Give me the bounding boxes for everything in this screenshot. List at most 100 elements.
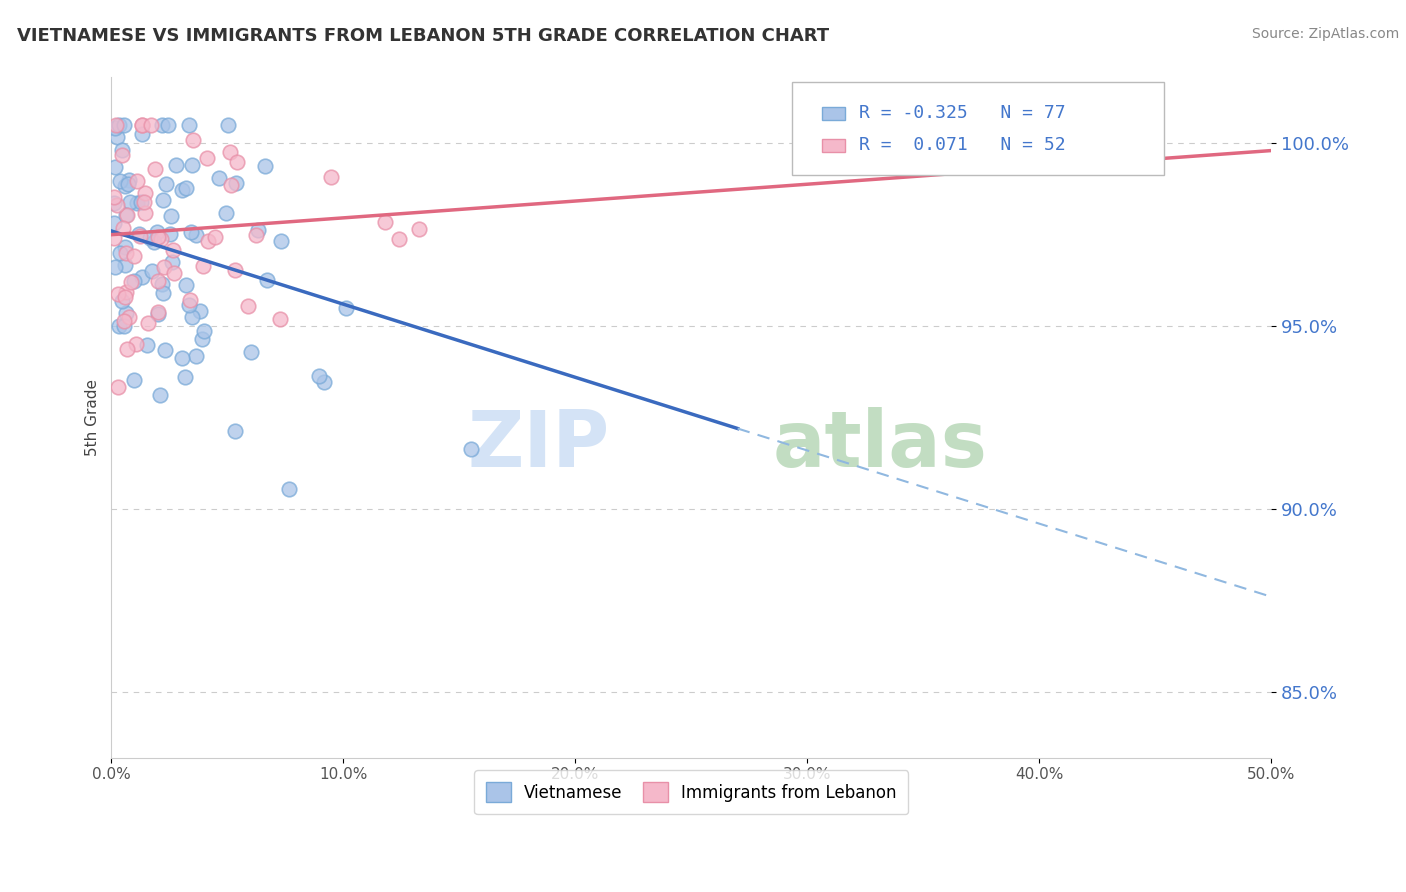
Text: VIETNAMESE VS IMMIGRANTS FROM LEBANON 5TH GRADE CORRELATION CHART: VIETNAMESE VS IMMIGRANTS FROM LEBANON 5T… bbox=[17, 27, 830, 45]
Point bbox=[170, 351, 193, 365]
Point bbox=[125, 337, 148, 351]
Point bbox=[110, 246, 132, 260]
Point bbox=[152, 285, 174, 300]
Point bbox=[254, 160, 277, 174]
Point bbox=[115, 305, 138, 319]
Point bbox=[115, 285, 138, 300]
Point bbox=[217, 118, 239, 132]
Point bbox=[105, 198, 128, 212]
FancyBboxPatch shape bbox=[792, 82, 1164, 175]
Point bbox=[319, 169, 342, 184]
FancyBboxPatch shape bbox=[823, 138, 845, 153]
Point bbox=[104, 120, 127, 135]
FancyBboxPatch shape bbox=[823, 107, 845, 120]
Text: Source: ZipAtlas.com: Source: ZipAtlas.com bbox=[1251, 27, 1399, 41]
Point bbox=[114, 245, 136, 260]
Point bbox=[177, 118, 200, 132]
Point bbox=[114, 258, 136, 272]
Point bbox=[224, 263, 246, 277]
Point bbox=[191, 332, 214, 346]
Point bbox=[224, 424, 246, 438]
Point bbox=[127, 173, 149, 187]
Point bbox=[103, 231, 125, 245]
Point bbox=[163, 266, 186, 280]
Point bbox=[129, 194, 152, 209]
Point bbox=[156, 118, 179, 132]
Point bbox=[134, 186, 156, 200]
Point bbox=[146, 307, 169, 321]
Point bbox=[176, 277, 198, 292]
Point bbox=[226, 154, 249, 169]
Point bbox=[112, 319, 135, 334]
Point bbox=[112, 314, 135, 328]
Point bbox=[122, 249, 145, 263]
Point bbox=[335, 301, 357, 316]
Point bbox=[153, 260, 176, 274]
Point bbox=[117, 178, 139, 192]
Point bbox=[184, 349, 207, 363]
Point bbox=[114, 290, 136, 304]
Point bbox=[145, 225, 167, 239]
Point bbox=[114, 240, 136, 254]
Point bbox=[204, 230, 226, 244]
Legend: Vietnamese, Immigrants from Lebanon: Vietnamese, Immigrants from Lebanon bbox=[474, 771, 908, 814]
Point bbox=[388, 232, 411, 246]
Point bbox=[170, 183, 193, 197]
Point bbox=[131, 118, 153, 132]
Point bbox=[131, 269, 153, 284]
Point bbox=[270, 234, 292, 248]
Point bbox=[173, 370, 195, 384]
Point bbox=[408, 221, 430, 235]
Point bbox=[115, 342, 138, 356]
Text: R = -0.325   N = 77: R = -0.325 N = 77 bbox=[859, 104, 1066, 122]
Point bbox=[312, 375, 335, 389]
Point bbox=[111, 148, 134, 162]
Point bbox=[108, 118, 131, 132]
Point bbox=[131, 118, 153, 132]
Point bbox=[111, 220, 134, 235]
Point bbox=[152, 193, 174, 207]
Point bbox=[180, 225, 202, 239]
Point bbox=[139, 118, 162, 132]
Point bbox=[111, 143, 134, 157]
Point bbox=[139, 231, 162, 245]
Point bbox=[118, 194, 141, 209]
Point bbox=[104, 118, 127, 132]
Point bbox=[136, 337, 159, 351]
Text: ZIP: ZIP bbox=[468, 407, 610, 483]
Point bbox=[131, 128, 153, 142]
Point bbox=[180, 310, 202, 325]
Point bbox=[128, 228, 150, 243]
Point bbox=[149, 232, 172, 246]
Point bbox=[184, 228, 207, 243]
Point bbox=[103, 217, 125, 231]
Point bbox=[104, 160, 127, 174]
Point bbox=[128, 227, 150, 241]
Point bbox=[256, 273, 278, 287]
Point bbox=[197, 234, 219, 248]
Point bbox=[146, 274, 169, 288]
Point bbox=[134, 206, 156, 220]
Text: R =  0.071   N = 52: R = 0.071 N = 52 bbox=[859, 136, 1066, 154]
Point bbox=[179, 293, 201, 307]
Point bbox=[111, 293, 134, 308]
Point bbox=[207, 170, 229, 185]
Point bbox=[141, 264, 163, 278]
Point bbox=[114, 208, 136, 222]
Point bbox=[162, 243, 184, 257]
Point bbox=[125, 195, 148, 210]
Point bbox=[190, 304, 212, 318]
Point bbox=[160, 255, 183, 269]
Point bbox=[460, 442, 482, 456]
Point bbox=[107, 318, 129, 333]
Point bbox=[160, 209, 183, 223]
Point bbox=[122, 274, 145, 288]
Point bbox=[174, 181, 197, 195]
Text: atlas: atlas bbox=[772, 407, 987, 483]
Point bbox=[180, 158, 202, 172]
Point bbox=[191, 259, 214, 273]
Point bbox=[103, 190, 125, 204]
Point bbox=[107, 286, 129, 301]
Point bbox=[177, 298, 200, 312]
Point bbox=[149, 388, 172, 402]
